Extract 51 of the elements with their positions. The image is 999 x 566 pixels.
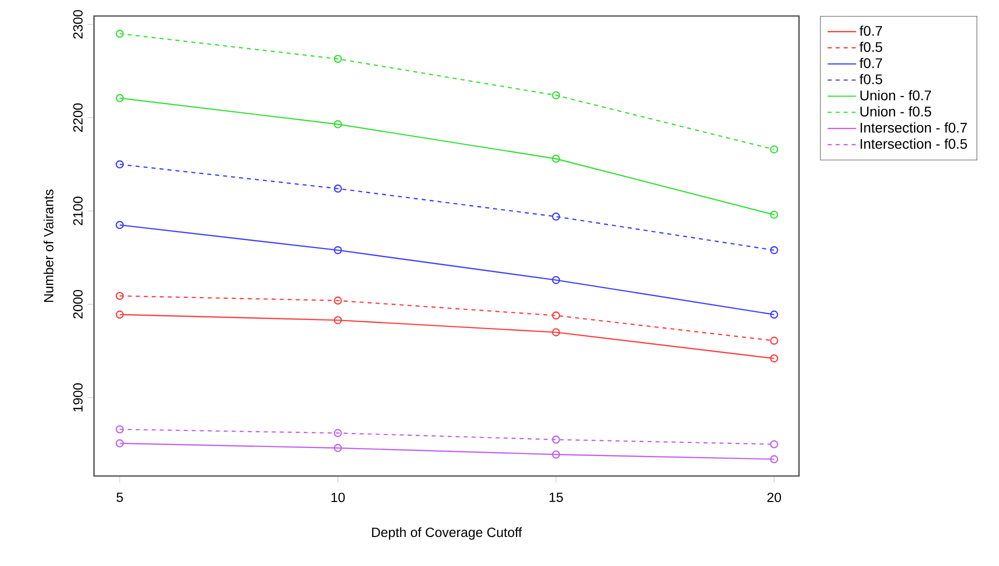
x-tick-label: 5 xyxy=(116,492,123,502)
point xyxy=(770,310,778,319)
point xyxy=(552,212,560,221)
point xyxy=(770,354,778,362)
point xyxy=(116,292,124,300)
point xyxy=(770,455,778,464)
y-tick-label: 1900 xyxy=(73,383,83,412)
point xyxy=(334,444,342,452)
point xyxy=(334,246,342,254)
point xyxy=(116,439,124,448)
point xyxy=(334,428,342,438)
x-tick-label: 10 xyxy=(331,492,345,502)
y-tick-label: 2300 xyxy=(73,10,83,39)
legend-label: f0.5 xyxy=(860,42,882,52)
point xyxy=(116,310,124,319)
point xyxy=(770,440,778,448)
point xyxy=(334,296,342,305)
point xyxy=(334,120,342,128)
point xyxy=(334,184,342,193)
legend-label: Union - f0.5 xyxy=(860,106,932,117)
y-tick-label: 2100 xyxy=(73,196,83,226)
point xyxy=(334,316,342,324)
legend-label: Intersection - f0.7 xyxy=(860,122,967,133)
point xyxy=(552,91,560,100)
legend-label: f0.7 xyxy=(860,58,882,68)
y-axis-title: Number of Vairants xyxy=(44,190,54,302)
legend-label: Union - f0.7 xyxy=(860,90,932,100)
legend-label: f0.7 xyxy=(860,26,882,36)
point xyxy=(770,210,778,219)
point xyxy=(552,154,560,163)
legend-label: Intersection - f0.5 xyxy=(860,138,967,149)
x-axis-title: Depth of Coverage Cutoff xyxy=(372,527,522,540)
point xyxy=(552,276,560,284)
point xyxy=(116,160,124,168)
point xyxy=(770,336,778,345)
point xyxy=(552,436,560,444)
point xyxy=(116,30,124,38)
point xyxy=(116,94,124,102)
y-tick-label: 2000 xyxy=(73,290,83,318)
x-tick-label: 20 xyxy=(767,492,782,502)
point xyxy=(552,311,560,320)
x-tick-label: 15 xyxy=(550,492,563,502)
point xyxy=(334,54,342,63)
point xyxy=(770,246,778,254)
point xyxy=(770,145,778,154)
point xyxy=(552,450,560,459)
point xyxy=(116,220,124,230)
point xyxy=(116,425,124,434)
y-tick-label: 2200 xyxy=(73,103,83,132)
legend-label: f0.5 xyxy=(860,74,882,84)
point xyxy=(552,328,560,336)
